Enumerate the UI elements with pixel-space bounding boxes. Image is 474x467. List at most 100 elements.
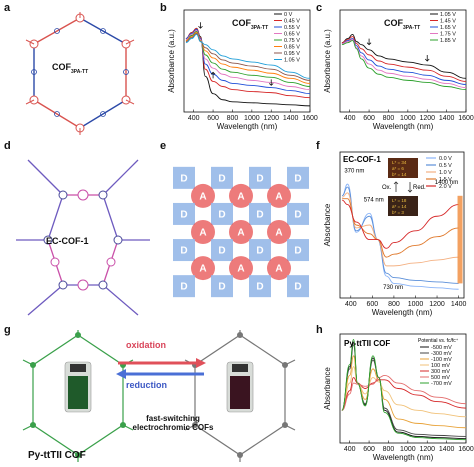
chart-h-legend-label-2: -100 mV [431, 357, 452, 363]
film-bottom-l: L* = 18 [392, 198, 407, 203]
chart-b-xtick-label-5: 1400 [283, 115, 299, 122]
chart-f-ylabel: Absorbance [323, 203, 332, 246]
chart-c-xtick-label-4: 1200 [419, 115, 435, 122]
chart-c-series-2 [341, 38, 467, 85]
oxidation-label: oxidation [126, 340, 166, 350]
donor-node-23 [249, 275, 271, 298]
acceptor-label-12: A [237, 228, 244, 239]
chart-h-xlabel: Wavelength (nm) [373, 453, 434, 462]
subcaption-line-2: electrochromic COFs [132, 423, 214, 432]
chart-h-series-5 [341, 374, 467, 411]
chart-h-xtick-label-2: 800 [383, 446, 395, 453]
chart-c-frame [339, 9, 467, 113]
chart-b-series-6 [185, 33, 311, 81]
chart-h-legend-title: Potential vs. fc/fc⁺ [418, 338, 459, 344]
donor-acceptor-lattice: D D A D D A D A D D A D A D A D D A D A D D A D D [173, 166, 309, 298]
chart-h-legend-label-1: -300 mV [431, 351, 452, 357]
panel-letter-h: h [316, 324, 323, 336]
donor-node-24 [287, 275, 309, 298]
ec-cof-1-chart-label: EC-COF-1 [343, 155, 381, 164]
donor-label-20: D [218, 282, 225, 293]
chart-c-xtick-label-2: 800 [383, 115, 395, 122]
subcaption-line-1: fast-switching [146, 414, 200, 423]
donor-node-15 [173, 275, 195, 298]
donor-label-18: D [256, 246, 263, 257]
chart-b-legend-label-7: 1.05 V [284, 58, 300, 64]
chart-f-legend-label-2: 1.0 V [439, 170, 452, 176]
ox-arrow-icon [393, 181, 399, 192]
red-arrow-icon [407, 182, 413, 193]
donor-label-11: D [256, 209, 263, 220]
ann-730: 730 nm [383, 285, 403, 291]
chart-h-legend-label-4: 300 mV [431, 369, 450, 375]
chart-f-series-4 [342, 199, 459, 249]
donor-label-21: D [294, 246, 301, 257]
chart-h-frame [339, 333, 467, 444]
chart-f-legend-label-0: 0.0 V [439, 156, 452, 162]
chart-b-series-4 [185, 30, 311, 87]
chart-h-series-2 [341, 355, 467, 429]
chart-h-legend-label-5: 500 mV [431, 375, 450, 381]
chart-b-legend-label-1: 0.45 V [284, 19, 300, 25]
panel-letter-d: d [4, 140, 11, 152]
red-label: Red. [413, 185, 426, 191]
chart-b-series-7 [185, 34, 311, 79]
chart-b-title-sub: 3PA-TT [251, 24, 269, 31]
panel-letter-g: g [4, 324, 11, 336]
donor-node-4 [249, 166, 271, 189]
cof-label-sub: 3PA-TT [71, 68, 89, 75]
film-bottom-a: a* = 14 [392, 204, 407, 209]
chart-c-series-4 [341, 40, 467, 91]
chart-c-series-1 [341, 36, 467, 82]
chart-b-xtick-label-2: 800 [227, 115, 239, 122]
acceptor-node-12 [229, 220, 253, 244]
reduction-label: reduction [126, 380, 168, 390]
cof-3pa-tt-structure [25, 12, 135, 135]
chart-b-xtick-label-6: 1600 [302, 115, 318, 122]
chart-h-ylabel: Absorbance [323, 367, 332, 410]
donor-label-24: D [294, 282, 301, 293]
chart-c-arrow-icon-1 [424, 55, 430, 62]
donor-label-13: D [218, 246, 225, 257]
chart-f-frame [339, 151, 465, 299]
chart-c-legend-label-0: 1.05 V [440, 12, 456, 18]
chart-h-legend-label-0: -500 mV [431, 345, 452, 351]
chart-b-xtick-label-4: 1200 [263, 115, 279, 122]
donor-node-11 [249, 202, 271, 225]
donor-node-0 [173, 166, 195, 189]
donor-label-1: D [218, 173, 225, 184]
donor-label-8: D [180, 246, 187, 257]
acceptor-node-10 [267, 183, 291, 208]
acceptor-label-22: A [275, 264, 282, 275]
chart-h-xtick-label-5: 1400 [439, 446, 455, 453]
chart-f: 400 600 800 1000 1200 1400 Wavelength (nm) Abso… [323, 151, 466, 317]
acceptor-node-14 [191, 256, 215, 281]
cof-3pa-tt-label: COF3PA-TT [52, 62, 88, 75]
chart-b-xtick-label-0: 400 [188, 115, 200, 122]
film-top-b: b* = 14 [392, 172, 407, 177]
donor-node-3 [173, 202, 195, 225]
chart-b-legend-label-6: 0.95 V [284, 51, 300, 57]
acceptor-node-17 [267, 220, 291, 244]
chart-c-xtick-label-3: 1000 [400, 115, 416, 122]
chart-h-legend-label-3: 100 mV [431, 363, 450, 369]
chart-b-series-2 [185, 28, 311, 95]
chart-h-xtick-label-1: 600 [363, 446, 375, 453]
panel-letter-a: a [4, 2, 11, 14]
gradient-arrow-icon [457, 195, 463, 284]
py-tttii-cof-scheme [22, 330, 296, 462]
acceptor-label-5: A [237, 191, 244, 202]
chart-h-series-6 [341, 338, 467, 441]
chart-h: 400 600 800 1000 1200 1400 1600 Wavelength (nm)… [323, 333, 474, 462]
donor-node-18 [249, 239, 271, 262]
chart-b-xtick-label-1: 600 [207, 115, 219, 122]
film-swatch-bottom [388, 196, 418, 216]
ec-cof-1-label: EC-COF-1 [46, 236, 89, 246]
chart-b-legend-label-4: 0.75 V [284, 38, 300, 44]
chart-f-xtick-label-2: 800 [388, 301, 400, 308]
donor-label-6: D [218, 209, 225, 220]
donor-node-13 [211, 239, 233, 262]
chart-h-xtick-label-0: 400 [344, 446, 356, 453]
py-tttii-caption: Py-ttTII COF [28, 450, 86, 461]
chart-b-frame [183, 9, 311, 113]
